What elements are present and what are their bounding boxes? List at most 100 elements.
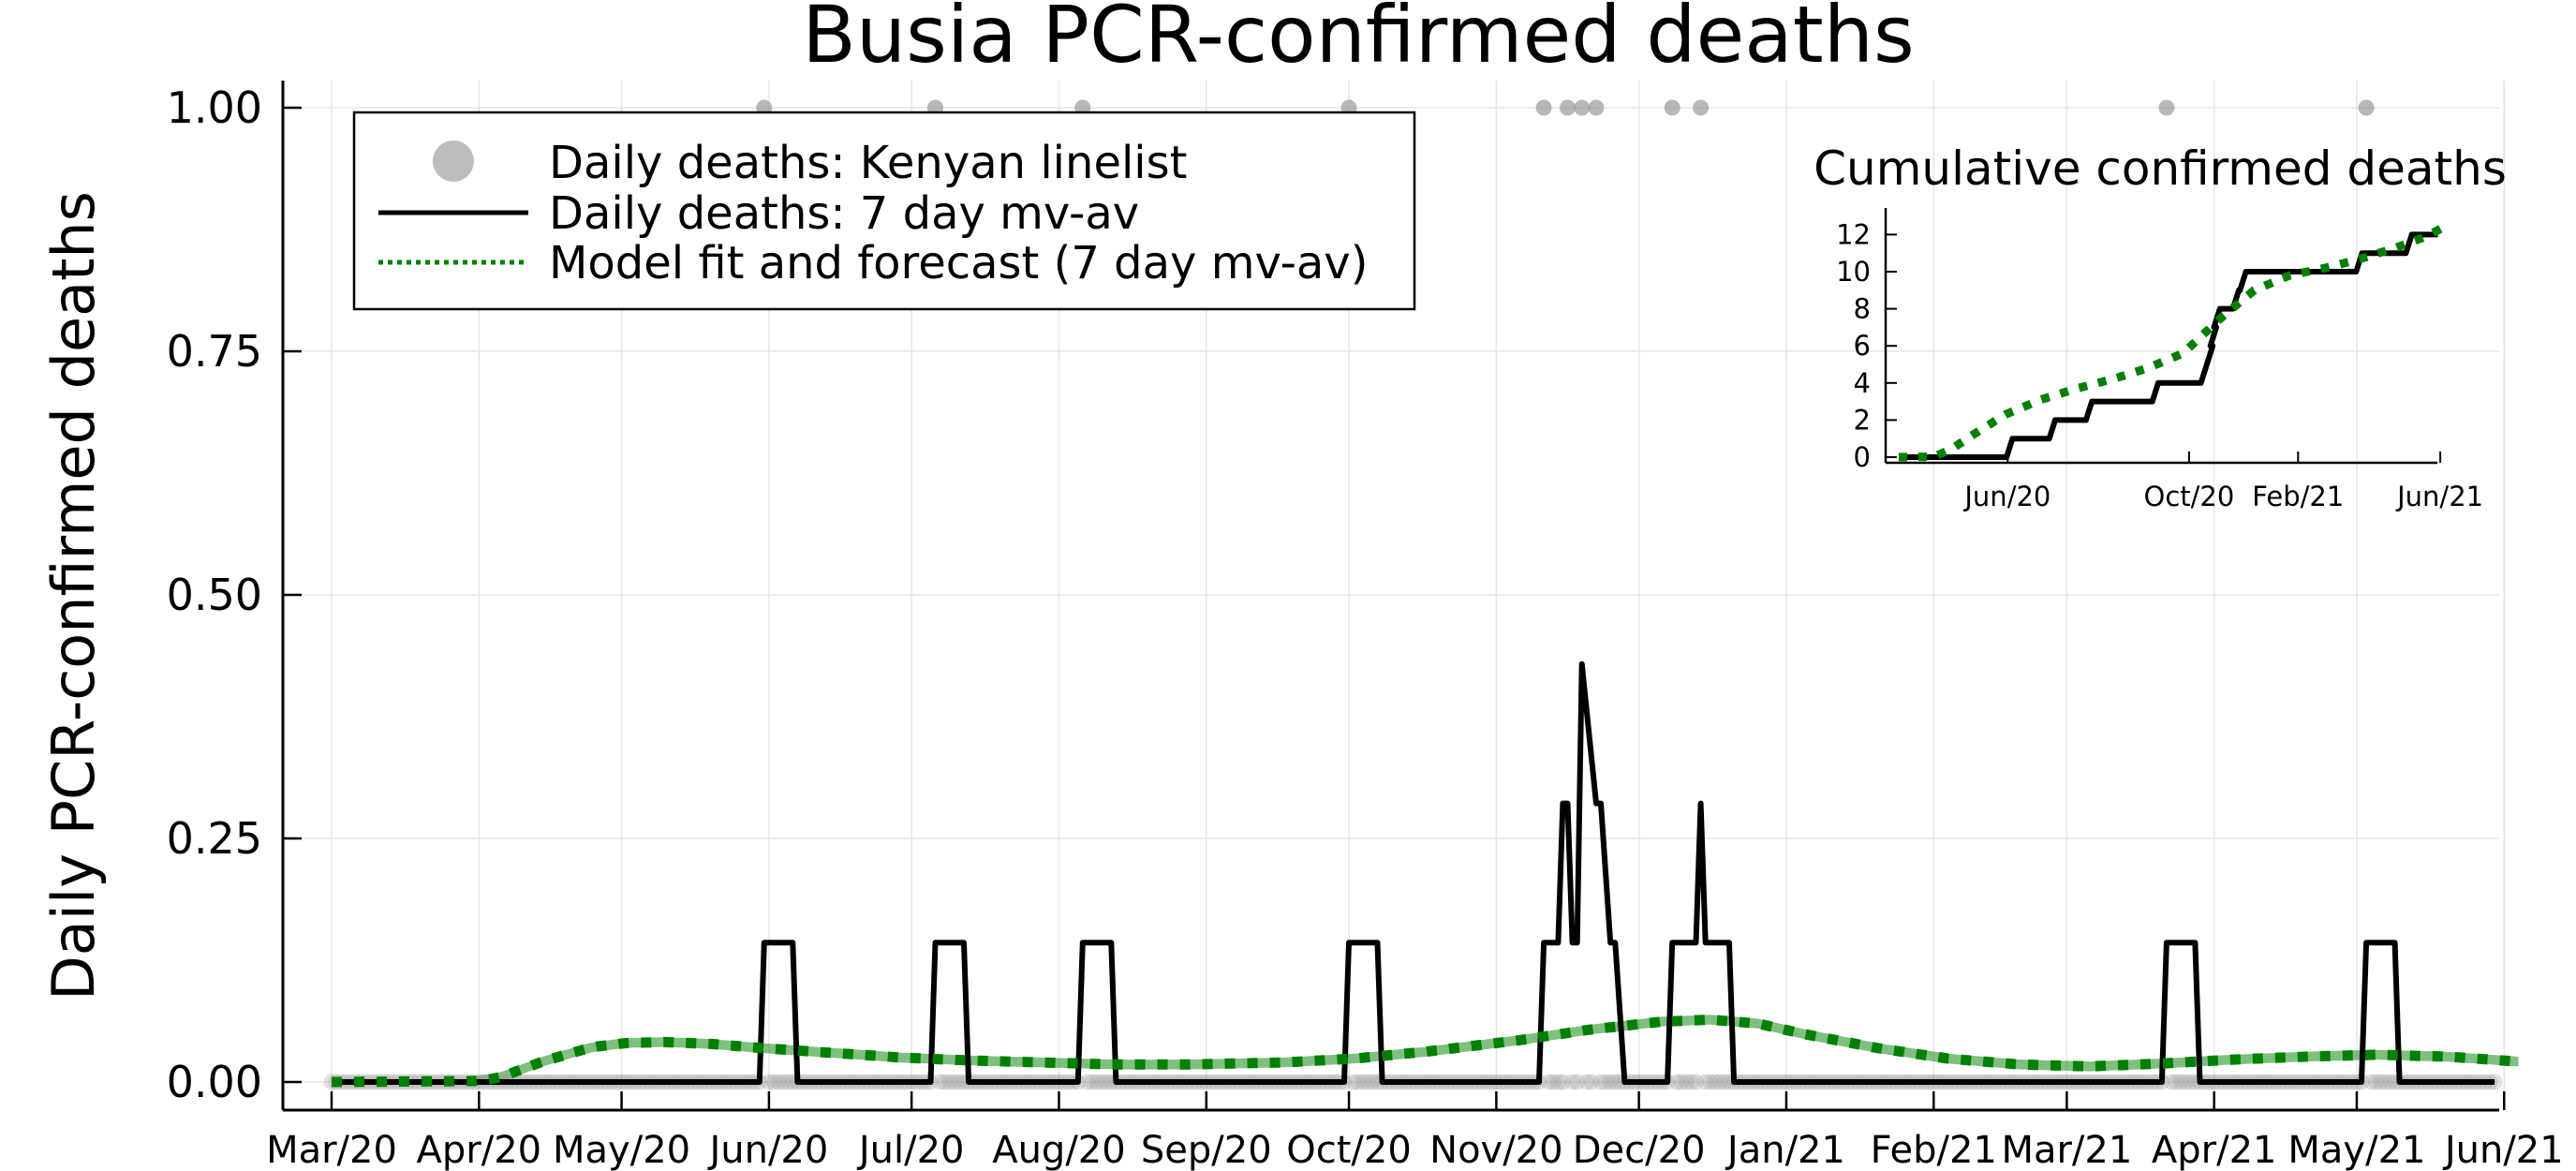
inset-y-tick-label: 8: [1854, 293, 1871, 325]
inset-y-tick-label: 6: [1854, 330, 1871, 362]
main-tick-labels: 0.00 0.25 0.50 0.75 1.00 Mar/20 Apr/20 May/20 Ju…: [167, 82, 2564, 1171]
linelist-point: [765, 1074, 782, 1090]
inset-axes: [1884, 208, 2442, 465]
inset-model-line: [1898, 224, 2445, 462]
linelist-point: [1098, 1074, 1115, 1090]
x-tick-label: Aug/20: [992, 1129, 1125, 1171]
inset-tick-labels: 0 2 4 6 8 10 12 Jun/20 Oct/20 Feb/21 Jun/21: [1836, 218, 2483, 512]
linelist-point: [1668, 1074, 1685, 1090]
main-axes: [281, 81, 2506, 1112]
x-tick-label: May/21: [2287, 1129, 2425, 1171]
linelist-point: [1707, 1074, 1724, 1090]
linelist-point: [2367, 1074, 2384, 1090]
legend-marker-linelist: [433, 141, 474, 182]
x-tick-label: Mar/21: [2001, 1129, 2132, 1171]
x-tick-label: Sep/20: [1141, 1129, 1272, 1171]
linelist-point: [1597, 1074, 1614, 1090]
linelist-point: [2376, 1074, 2393, 1090]
linelist-point: [2163, 1074, 2180, 1090]
inset-y-tick-label: 2: [1854, 404, 1871, 436]
linelist-point: [2372, 1074, 2389, 1090]
linelist-point: [1540, 1074, 1557, 1090]
linelist-point: [1364, 1074, 1381, 1090]
linelist-point: [2358, 99, 2375, 116]
linelist-point: [2158, 99, 2175, 116]
linelist-point: [951, 1074, 968, 1090]
linelist-point: [2177, 1074, 2194, 1090]
linelist-point: [1345, 1074, 1362, 1090]
model-uncertainty-band: [332, 1015, 2519, 1082]
x-tick-label: Mar/20: [266, 1129, 397, 1171]
linelist-point: [1673, 1074, 1690, 1090]
linelist-point: [1554, 1074, 1571, 1090]
linelist-point: [1711, 1074, 1728, 1090]
x-tick-label: Jun/20: [706, 1129, 828, 1171]
linelist-point: [1569, 1074, 1586, 1090]
linelist-point: [1088, 1074, 1105, 1090]
linelist-point: [2382, 1074, 2398, 1090]
inset-cumulative-line: [1899, 231, 2438, 460]
linelist-point: [1664, 99, 1680, 116]
y-tick-label: 0.75: [167, 326, 262, 377]
linelist-point: [2172, 1074, 2189, 1090]
linelist-point: [1578, 1074, 1595, 1090]
linelist-point: [1560, 99, 1576, 116]
inset-model-path: [1898, 224, 2445, 462]
inset-x-tick-label: Jun/21: [2395, 481, 2483, 512]
linelist-point: [775, 1074, 792, 1090]
linelist-point: [770, 1074, 787, 1090]
linelist-point: [1602, 1074, 1619, 1090]
legend-label-model: Model fit and forecast (7 day mv-av): [549, 237, 1368, 289]
legend: Daily deaths: Kenyan linelist Daily deat…: [352, 111, 1416, 311]
y-axis-label: Daily PCR-confirmed deaths: [39, 191, 108, 1001]
inset-y-tick-label: 12: [1836, 218, 1871, 250]
model-fit-line: [331, 1014, 2519, 1088]
moving-average-line: [332, 660, 2495, 1085]
x-tick-label: May/20: [553, 1129, 690, 1171]
linelist-point: [941, 1074, 958, 1090]
linelist-point: [1688, 1074, 1704, 1090]
linelist-point: [1697, 1074, 1714, 1090]
linelist-point: [1093, 1074, 1110, 1090]
linelist-point: [1355, 1074, 1371, 1090]
x-tick-label: Apr/21: [2152, 1129, 2277, 1171]
y-tick-label: 0.25: [167, 813, 262, 864]
x-tick-label: Apr/20: [417, 1129, 542, 1171]
inset-y-tick-label: 0: [1854, 441, 1871, 473]
inset-x-tick-label: Feb/21: [2252, 481, 2344, 512]
linelist-point: [2362, 1074, 2379, 1090]
y-tick-label: 0.50: [167, 570, 262, 620]
linelist-point: [1359, 1074, 1376, 1090]
linelist-point: [2168, 1074, 2184, 1090]
inset-x-tick-label: Oct/20: [2144, 481, 2235, 512]
inset-x-tick-label: Jun/20: [1962, 481, 2050, 512]
x-tick-label: Jul/20: [856, 1129, 965, 1171]
linelist-point: [1716, 1074, 1733, 1090]
linelist-point: [1079, 1074, 1096, 1090]
y-tick-label: 0.00: [167, 1057, 262, 1107]
linelist-point: [1545, 1074, 1562, 1090]
linelist-point: [1084, 1074, 1101, 1090]
x-tick-label: Feb/21: [1871, 1129, 1997, 1171]
linelist-point: [1350, 1074, 1367, 1090]
inset-cumulative-path: [1899, 231, 2438, 460]
y-tick-label: 1.00: [167, 82, 262, 133]
linelist-point: [2182, 1074, 2198, 1090]
linelist-point: [1583, 1074, 1600, 1090]
linelist-point: [1693, 99, 1710, 116]
linelist-point: [946, 1074, 963, 1090]
inset-title: Cumulative confirmed deaths: [1814, 141, 2507, 196]
linelist-point: [937, 1074, 954, 1090]
mvav-line: [332, 660, 2495, 1085]
linelist-point: [1588, 99, 1605, 116]
linelist-point: [1606, 1074, 1623, 1090]
linelist-point: [1549, 1074, 1566, 1090]
x-tick-label: Nov/20: [1429, 1129, 1562, 1171]
linelist-point: [779, 1074, 796, 1090]
linelist-point: [1564, 1074, 1581, 1090]
x-tick-label: Jan/21: [1725, 1129, 1845, 1171]
legend-label-mvav: Daily deaths: 7 day mv-av: [549, 187, 1139, 240]
inset-y-tick-label: 10: [1836, 256, 1871, 288]
linelist-point: [1574, 99, 1591, 116]
